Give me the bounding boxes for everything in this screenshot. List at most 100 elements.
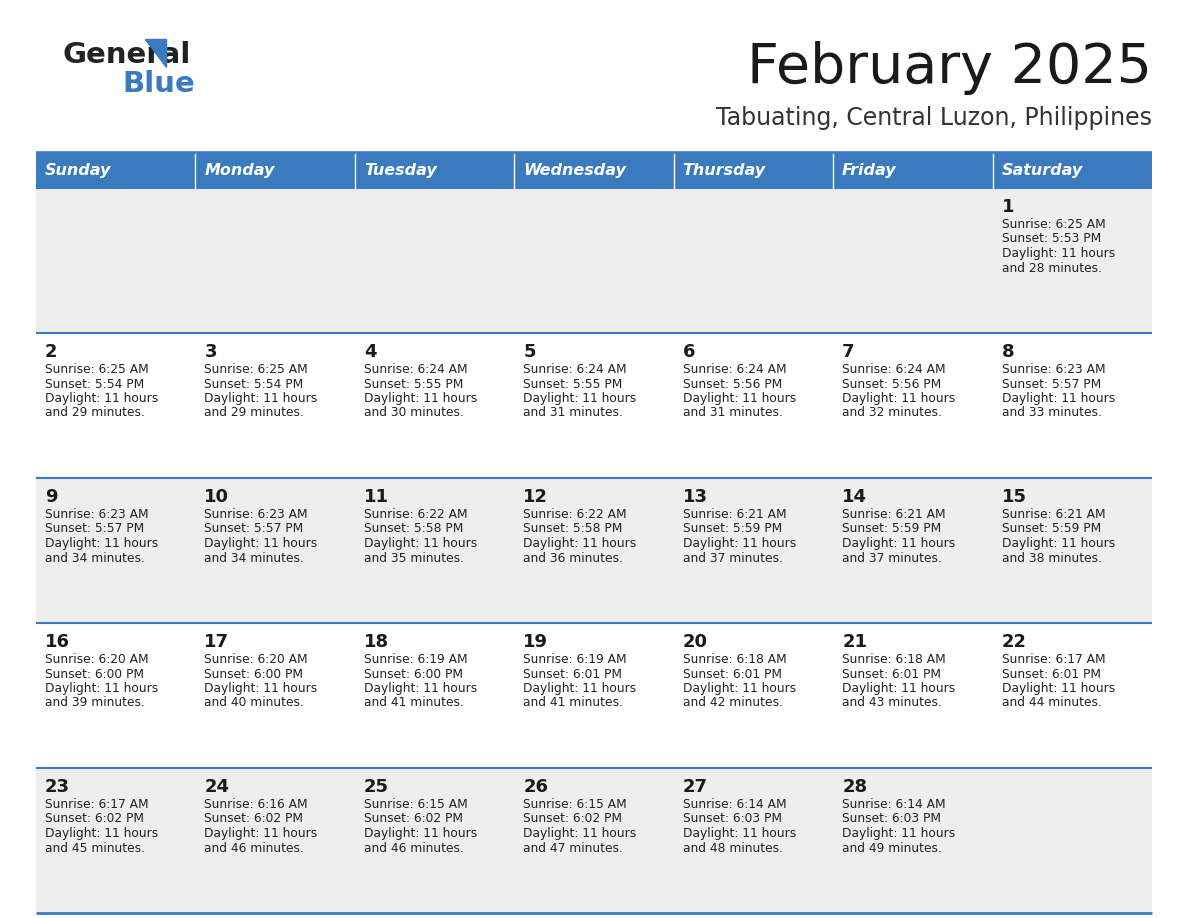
Text: Daylight: 11 hours: Daylight: 11 hours: [842, 392, 955, 405]
Text: 4: 4: [364, 343, 377, 361]
Text: Sunset: 5:58 PM: Sunset: 5:58 PM: [523, 522, 623, 535]
Text: 12: 12: [523, 488, 549, 506]
Text: Sunrise: 6:23 AM: Sunrise: 6:23 AM: [1001, 363, 1105, 376]
Text: Sunrise: 6:24 AM: Sunrise: 6:24 AM: [523, 363, 627, 376]
Text: Sunset: 6:01 PM: Sunset: 6:01 PM: [523, 667, 623, 680]
Polygon shape: [145, 39, 166, 67]
Text: Friday: Friday: [842, 163, 897, 178]
Text: Sunrise: 6:20 AM: Sunrise: 6:20 AM: [45, 653, 148, 666]
Text: 2: 2: [45, 343, 57, 361]
Text: and 43 minutes.: and 43 minutes.: [842, 697, 942, 710]
Text: and 29 minutes.: and 29 minutes.: [45, 407, 145, 420]
Text: 22: 22: [1001, 633, 1026, 651]
Text: Sunrise: 6:23 AM: Sunrise: 6:23 AM: [204, 508, 308, 521]
Text: Wednesday: Wednesday: [523, 163, 626, 178]
Text: Daylight: 11 hours: Daylight: 11 hours: [523, 682, 637, 695]
Text: General: General: [62, 41, 190, 69]
Text: 27: 27: [683, 778, 708, 796]
Bar: [36, 154, 196, 188]
Text: Daylight: 11 hours: Daylight: 11 hours: [523, 827, 637, 840]
Text: Daylight: 11 hours: Daylight: 11 hours: [204, 537, 317, 550]
Text: Sunrise: 6:24 AM: Sunrise: 6:24 AM: [364, 363, 468, 376]
Text: Thursday: Thursday: [683, 163, 766, 178]
Text: Sunrise: 6:23 AM: Sunrise: 6:23 AM: [45, 508, 148, 521]
Text: Sunset: 5:55 PM: Sunset: 5:55 PM: [364, 377, 463, 390]
Bar: [833, 154, 992, 188]
Text: 3: 3: [204, 343, 217, 361]
Text: 8: 8: [1001, 343, 1015, 361]
Text: Sunrise: 6:21 AM: Sunrise: 6:21 AM: [1001, 508, 1105, 521]
Text: Daylight: 11 hours: Daylight: 11 hours: [523, 392, 637, 405]
Text: Sunrise: 6:16 AM: Sunrise: 6:16 AM: [204, 798, 308, 811]
Text: 14: 14: [842, 488, 867, 506]
Text: 5: 5: [523, 343, 536, 361]
Text: Sunrise: 6:14 AM: Sunrise: 6:14 AM: [842, 798, 946, 811]
Bar: [674, 154, 833, 188]
Text: Sunrise: 6:21 AM: Sunrise: 6:21 AM: [683, 508, 786, 521]
Text: and 35 minutes.: and 35 minutes.: [364, 552, 463, 565]
Text: Blue: Blue: [122, 70, 195, 98]
Text: Tuesday: Tuesday: [364, 163, 437, 178]
Text: Sunrise: 6:22 AM: Sunrise: 6:22 AM: [523, 508, 627, 521]
Text: Sunset: 6:01 PM: Sunset: 6:01 PM: [842, 667, 941, 680]
Text: Daylight: 11 hours: Daylight: 11 hours: [45, 537, 158, 550]
Text: 15: 15: [1001, 488, 1026, 506]
Text: and 33 minutes.: and 33 minutes.: [1001, 407, 1101, 420]
Bar: [514, 154, 674, 188]
Text: and 38 minutes.: and 38 minutes.: [1001, 552, 1101, 565]
Text: Sunset: 6:02 PM: Sunset: 6:02 PM: [364, 812, 463, 825]
Text: Sunset: 6:02 PM: Sunset: 6:02 PM: [523, 812, 623, 825]
Text: 17: 17: [204, 633, 229, 651]
Text: 13: 13: [683, 488, 708, 506]
Text: Sunset: 5:54 PM: Sunset: 5:54 PM: [204, 377, 304, 390]
Text: 6: 6: [683, 343, 695, 361]
Text: Sunset: 6:03 PM: Sunset: 6:03 PM: [842, 812, 941, 825]
Text: Sunset: 5:57 PM: Sunset: 5:57 PM: [1001, 377, 1101, 390]
Text: Daylight: 11 hours: Daylight: 11 hours: [364, 827, 478, 840]
Text: Daylight: 11 hours: Daylight: 11 hours: [842, 682, 955, 695]
Text: and 42 minutes.: and 42 minutes.: [683, 697, 783, 710]
Bar: [36, 623, 1152, 768]
Text: 20: 20: [683, 633, 708, 651]
Text: Saturday: Saturday: [1001, 163, 1082, 178]
Text: Daylight: 11 hours: Daylight: 11 hours: [683, 827, 796, 840]
Text: Daylight: 11 hours: Daylight: 11 hours: [45, 682, 158, 695]
Text: and 31 minutes.: and 31 minutes.: [683, 407, 783, 420]
Text: Daylight: 11 hours: Daylight: 11 hours: [364, 682, 478, 695]
Text: Daylight: 11 hours: Daylight: 11 hours: [204, 827, 317, 840]
Text: and 48 minutes.: and 48 minutes.: [683, 842, 783, 855]
Text: Sunset: 6:03 PM: Sunset: 6:03 PM: [683, 812, 782, 825]
Text: Daylight: 11 hours: Daylight: 11 hours: [364, 537, 478, 550]
Text: Sunset: 6:00 PM: Sunset: 6:00 PM: [364, 667, 463, 680]
Text: and 45 minutes.: and 45 minutes.: [45, 842, 145, 855]
Text: Sunrise: 6:19 AM: Sunrise: 6:19 AM: [364, 653, 468, 666]
Text: 9: 9: [45, 488, 57, 506]
Text: Daylight: 11 hours: Daylight: 11 hours: [204, 392, 317, 405]
Text: Sunrise: 6:15 AM: Sunrise: 6:15 AM: [364, 798, 468, 811]
Text: Daylight: 11 hours: Daylight: 11 hours: [364, 392, 478, 405]
Text: 23: 23: [45, 778, 70, 796]
Text: Daylight: 11 hours: Daylight: 11 hours: [1001, 537, 1114, 550]
Text: and 39 minutes.: and 39 minutes.: [45, 697, 145, 710]
Text: Sunset: 6:00 PM: Sunset: 6:00 PM: [45, 667, 144, 680]
Bar: [36, 768, 1152, 913]
Text: and 32 minutes.: and 32 minutes.: [842, 407, 942, 420]
Text: Sunset: 5:59 PM: Sunset: 5:59 PM: [1001, 522, 1101, 535]
Text: and 40 minutes.: and 40 minutes.: [204, 697, 304, 710]
Text: Sunrise: 6:21 AM: Sunrise: 6:21 AM: [842, 508, 946, 521]
Text: Sunset: 6:02 PM: Sunset: 6:02 PM: [204, 812, 303, 825]
Text: Sunset: 5:59 PM: Sunset: 5:59 PM: [683, 522, 782, 535]
Bar: [36, 188, 1152, 333]
Text: Sunset: 6:01 PM: Sunset: 6:01 PM: [683, 667, 782, 680]
Text: Sunrise: 6:24 AM: Sunrise: 6:24 AM: [683, 363, 786, 376]
Text: and 31 minutes.: and 31 minutes.: [523, 407, 624, 420]
Text: Sunrise: 6:18 AM: Sunrise: 6:18 AM: [683, 653, 786, 666]
Text: Sunrise: 6:22 AM: Sunrise: 6:22 AM: [364, 508, 468, 521]
Text: Sunset: 5:56 PM: Sunset: 5:56 PM: [683, 377, 782, 390]
Text: Sunset: 5:58 PM: Sunset: 5:58 PM: [364, 522, 463, 535]
Text: Sunrise: 6:25 AM: Sunrise: 6:25 AM: [45, 363, 148, 376]
Text: Daylight: 11 hours: Daylight: 11 hours: [1001, 682, 1114, 695]
Text: Sunset: 5:56 PM: Sunset: 5:56 PM: [842, 377, 941, 390]
Text: and 46 minutes.: and 46 minutes.: [204, 842, 304, 855]
Bar: [36, 478, 1152, 623]
